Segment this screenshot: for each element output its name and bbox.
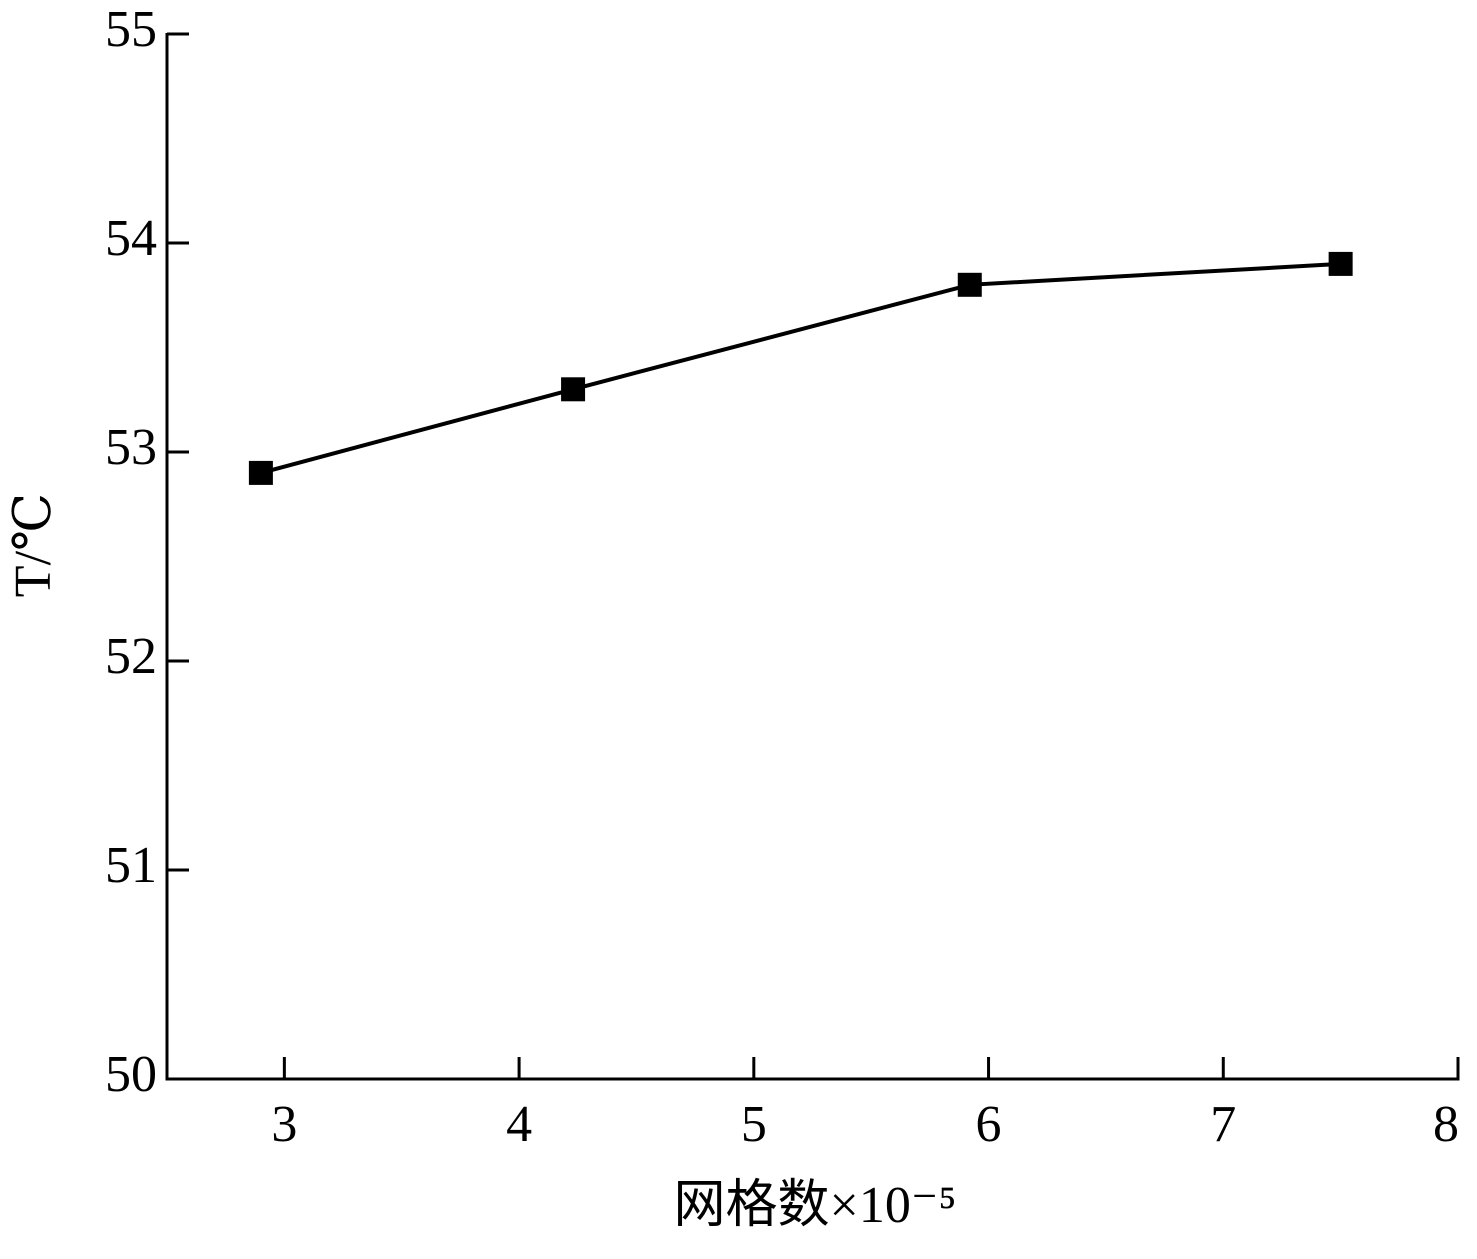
data-marker [957,272,982,297]
y-tick-label: 54 [105,210,157,267]
y-tick-label: 51 [105,837,157,894]
x-tick-label: 4 [506,1096,532,1153]
x-tick-label: 6 [976,1096,1002,1153]
y-axis-label: T/℃ [5,493,62,597]
x-tick-label: 3 [271,1096,297,1153]
x-axis-label: 网格数×10⁻⁵ [674,1177,957,1234]
x-tick-label: 8 [1433,1096,1459,1153]
data-marker [248,460,273,485]
data-line [260,261,1341,475]
y-tick-label: 50 [105,1046,157,1103]
x-tick-label: 5 [741,1096,767,1153]
data-marker [561,377,586,402]
data-marker [1328,251,1353,276]
y-tick-label: 55 [105,1,157,58]
y-tick-label: 53 [105,419,157,476]
x-tick-label: 7 [1210,1096,1236,1153]
y-tick-label: 52 [105,628,157,685]
